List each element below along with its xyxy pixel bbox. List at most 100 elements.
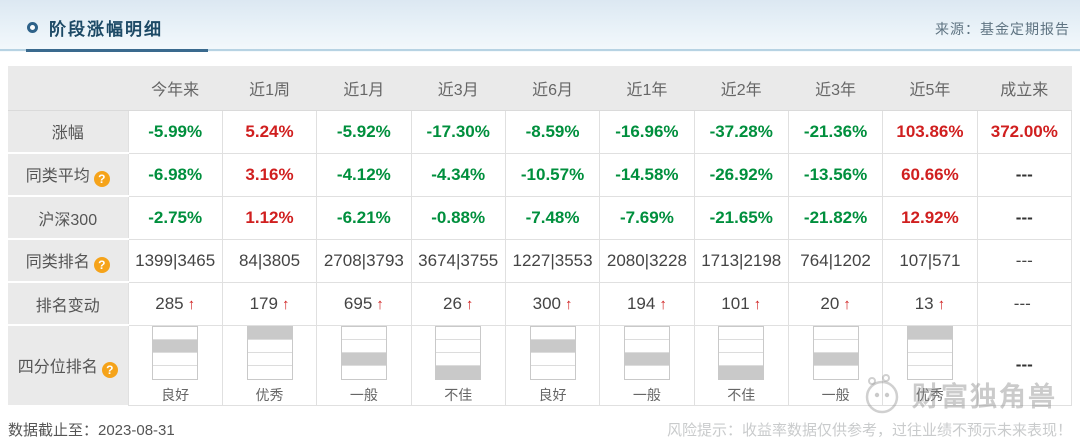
up-arrow-icon: ↑ xyxy=(564,295,573,313)
value-cell: -21.36% xyxy=(787,109,884,154)
value-cell: -17.30% xyxy=(410,109,506,154)
value-cell: 84|3805 xyxy=(221,238,318,283)
quartile-chart xyxy=(529,325,576,380)
value-cell: 194 ↑ xyxy=(599,281,695,326)
value-cell: 285 ↑ xyxy=(127,281,223,326)
table-row-csi300: 沪深300 -2.75% 1.12% -6.21% -0.88% -7.48% … xyxy=(8,195,1073,240)
quartile-chart xyxy=(906,325,953,380)
quartile-label: 良好 xyxy=(538,386,567,403)
quartile-chart xyxy=(340,325,387,380)
value-cell: 2708|3793 xyxy=(316,238,412,283)
up-arrow-icon: ↑ xyxy=(187,295,196,313)
table-row-rise: 涨幅 -5.99% 5.24% -5.92% -17.30% -8.59% -1… xyxy=(8,109,1073,154)
corner-cell xyxy=(8,66,128,111)
value-cell: -16.96% xyxy=(599,109,695,154)
quartile-cell: 一般 xyxy=(787,324,884,406)
section-header: 阶段涨幅明细 来源：基金定期报告 xyxy=(0,0,1080,52)
value-cell: 179 ↑ xyxy=(221,281,318,326)
quartile-label: 优秀 xyxy=(255,386,284,403)
up-arrow-icon: ↑ xyxy=(753,295,762,313)
value-cell: 300 ↑ xyxy=(504,281,601,326)
quartile-chart xyxy=(246,325,293,380)
column-header: 近6月 xyxy=(505,66,600,111)
column-header: 近3年 xyxy=(788,66,883,111)
quartile-cell: 不佳 xyxy=(410,324,506,406)
value-cell: 103.86% xyxy=(882,109,978,154)
up-arrow-icon: ↑ xyxy=(937,295,946,313)
value-cell: 101 ↑ xyxy=(693,281,789,326)
value-cell: -5.99% xyxy=(127,109,223,154)
value-cell: 764|1202 xyxy=(787,238,884,283)
value-cell: 5.24% xyxy=(221,109,318,154)
value-cell: -2.75% xyxy=(127,195,223,240)
value-cell: 1713|2198 xyxy=(693,238,789,283)
value-cell: --- xyxy=(976,195,1073,240)
value-cell: 695 ↑ xyxy=(316,281,412,326)
performance-table: 今年来 近1周 近1月 近3月 近6月 近1年 近2年 近3年 近5年 成立来 … xyxy=(8,66,1073,406)
value-cell: -4.12% xyxy=(316,152,412,197)
value-cell: 3.16% xyxy=(221,152,318,197)
quartile-cell: --- xyxy=(976,324,1073,406)
value-cell: -6.21% xyxy=(316,195,412,240)
value-cell: -7.69% xyxy=(599,195,695,240)
column-header: 近1月 xyxy=(316,66,412,111)
value-cell: 1399|3465 xyxy=(127,238,223,283)
column-header: 成立来 xyxy=(977,66,1072,111)
value-cell: --- xyxy=(976,281,1073,326)
column-header: 近5年 xyxy=(882,66,978,111)
up-arrow-icon: ↑ xyxy=(659,295,667,313)
row-label: 沪深300 xyxy=(8,196,128,240)
header-divider xyxy=(0,49,1080,51)
column-header: 近1年 xyxy=(599,66,695,111)
up-arrow-icon: ↑ xyxy=(281,295,290,313)
value-cell: -5.92% xyxy=(316,109,412,154)
value-cell: -10.57% xyxy=(504,152,601,197)
quartile-cell: 一般 xyxy=(316,324,412,406)
column-header: 近2年 xyxy=(694,66,789,111)
quartile-chart xyxy=(812,325,859,380)
value-cell: 60.66% xyxy=(882,152,978,197)
value-cell: 2080|3228 xyxy=(599,238,695,283)
quartile-label: 一般 xyxy=(349,386,378,403)
value-cell: -21.82% xyxy=(787,195,884,240)
quartile-cell: 良好 xyxy=(504,324,601,406)
quartile-label: 不佳 xyxy=(444,386,473,403)
row-label: 同类排名? xyxy=(8,239,128,283)
table-row-category-average: 同类平均? -6.98% 3.16% -4.12% -4.34% -10.57%… xyxy=(8,152,1073,197)
up-arrow-icon: ↑ xyxy=(465,295,474,313)
quartile-cell: 优秀 xyxy=(221,324,318,406)
quartile-chart xyxy=(435,325,482,380)
help-icon[interactable]: ? xyxy=(93,257,110,273)
value-cell: -14.58% xyxy=(599,152,695,197)
value-cell: -21.65% xyxy=(693,195,789,240)
quartile-cell: 优秀 xyxy=(882,324,978,406)
help-icon[interactable]: ? xyxy=(93,171,110,187)
quartile-chart xyxy=(718,325,765,380)
data-cutoff-label: 数据截止至：2023-08-31 xyxy=(8,421,175,439)
up-arrow-icon: ↑ xyxy=(376,295,384,313)
value-cell: --- xyxy=(976,152,1073,197)
column-header: 今年来 xyxy=(128,66,223,111)
help-icon[interactable]: ? xyxy=(101,362,118,378)
value-cell: 372.00% xyxy=(976,109,1073,154)
row-label: 涨幅 xyxy=(8,110,128,154)
value-cell: 12.92% xyxy=(882,195,978,240)
column-header-row: 今年来 近1周 近1月 近3月 近6月 近1年 近2年 近3年 近5年 成立来 xyxy=(8,66,1072,111)
quartile-chart xyxy=(152,325,199,380)
page-title: 阶段涨幅明细 xyxy=(49,20,163,39)
row-label: 排名变动 xyxy=(8,282,128,326)
value-cell: -37.28% xyxy=(693,109,789,154)
value-cell: -0.88% xyxy=(410,195,506,240)
value-cell: 13 ↑ xyxy=(882,281,978,326)
table-row-category-rank: 同类排名? 1399|3465 84|3805 2708|3793 3674|3… xyxy=(8,238,1073,283)
table-row-rank-change: 排名变动 285 ↑ 179 ↑ 695 ↑ 26 ↑ 300 ↑ 194 ↑ 101 ↑ 2… xyxy=(8,281,1073,326)
quartile-label: 一般 xyxy=(821,386,850,403)
row-label: 四分位排名? xyxy=(8,325,128,405)
column-header: 近3月 xyxy=(411,66,506,111)
value-cell: 3674|3755 xyxy=(410,238,506,283)
source-label: 来源：基金定期报告 xyxy=(935,21,1070,37)
column-header: 近1周 xyxy=(222,66,317,111)
value-cell: 1.12% xyxy=(221,195,318,240)
quartile-cell: 良好 xyxy=(127,324,223,406)
